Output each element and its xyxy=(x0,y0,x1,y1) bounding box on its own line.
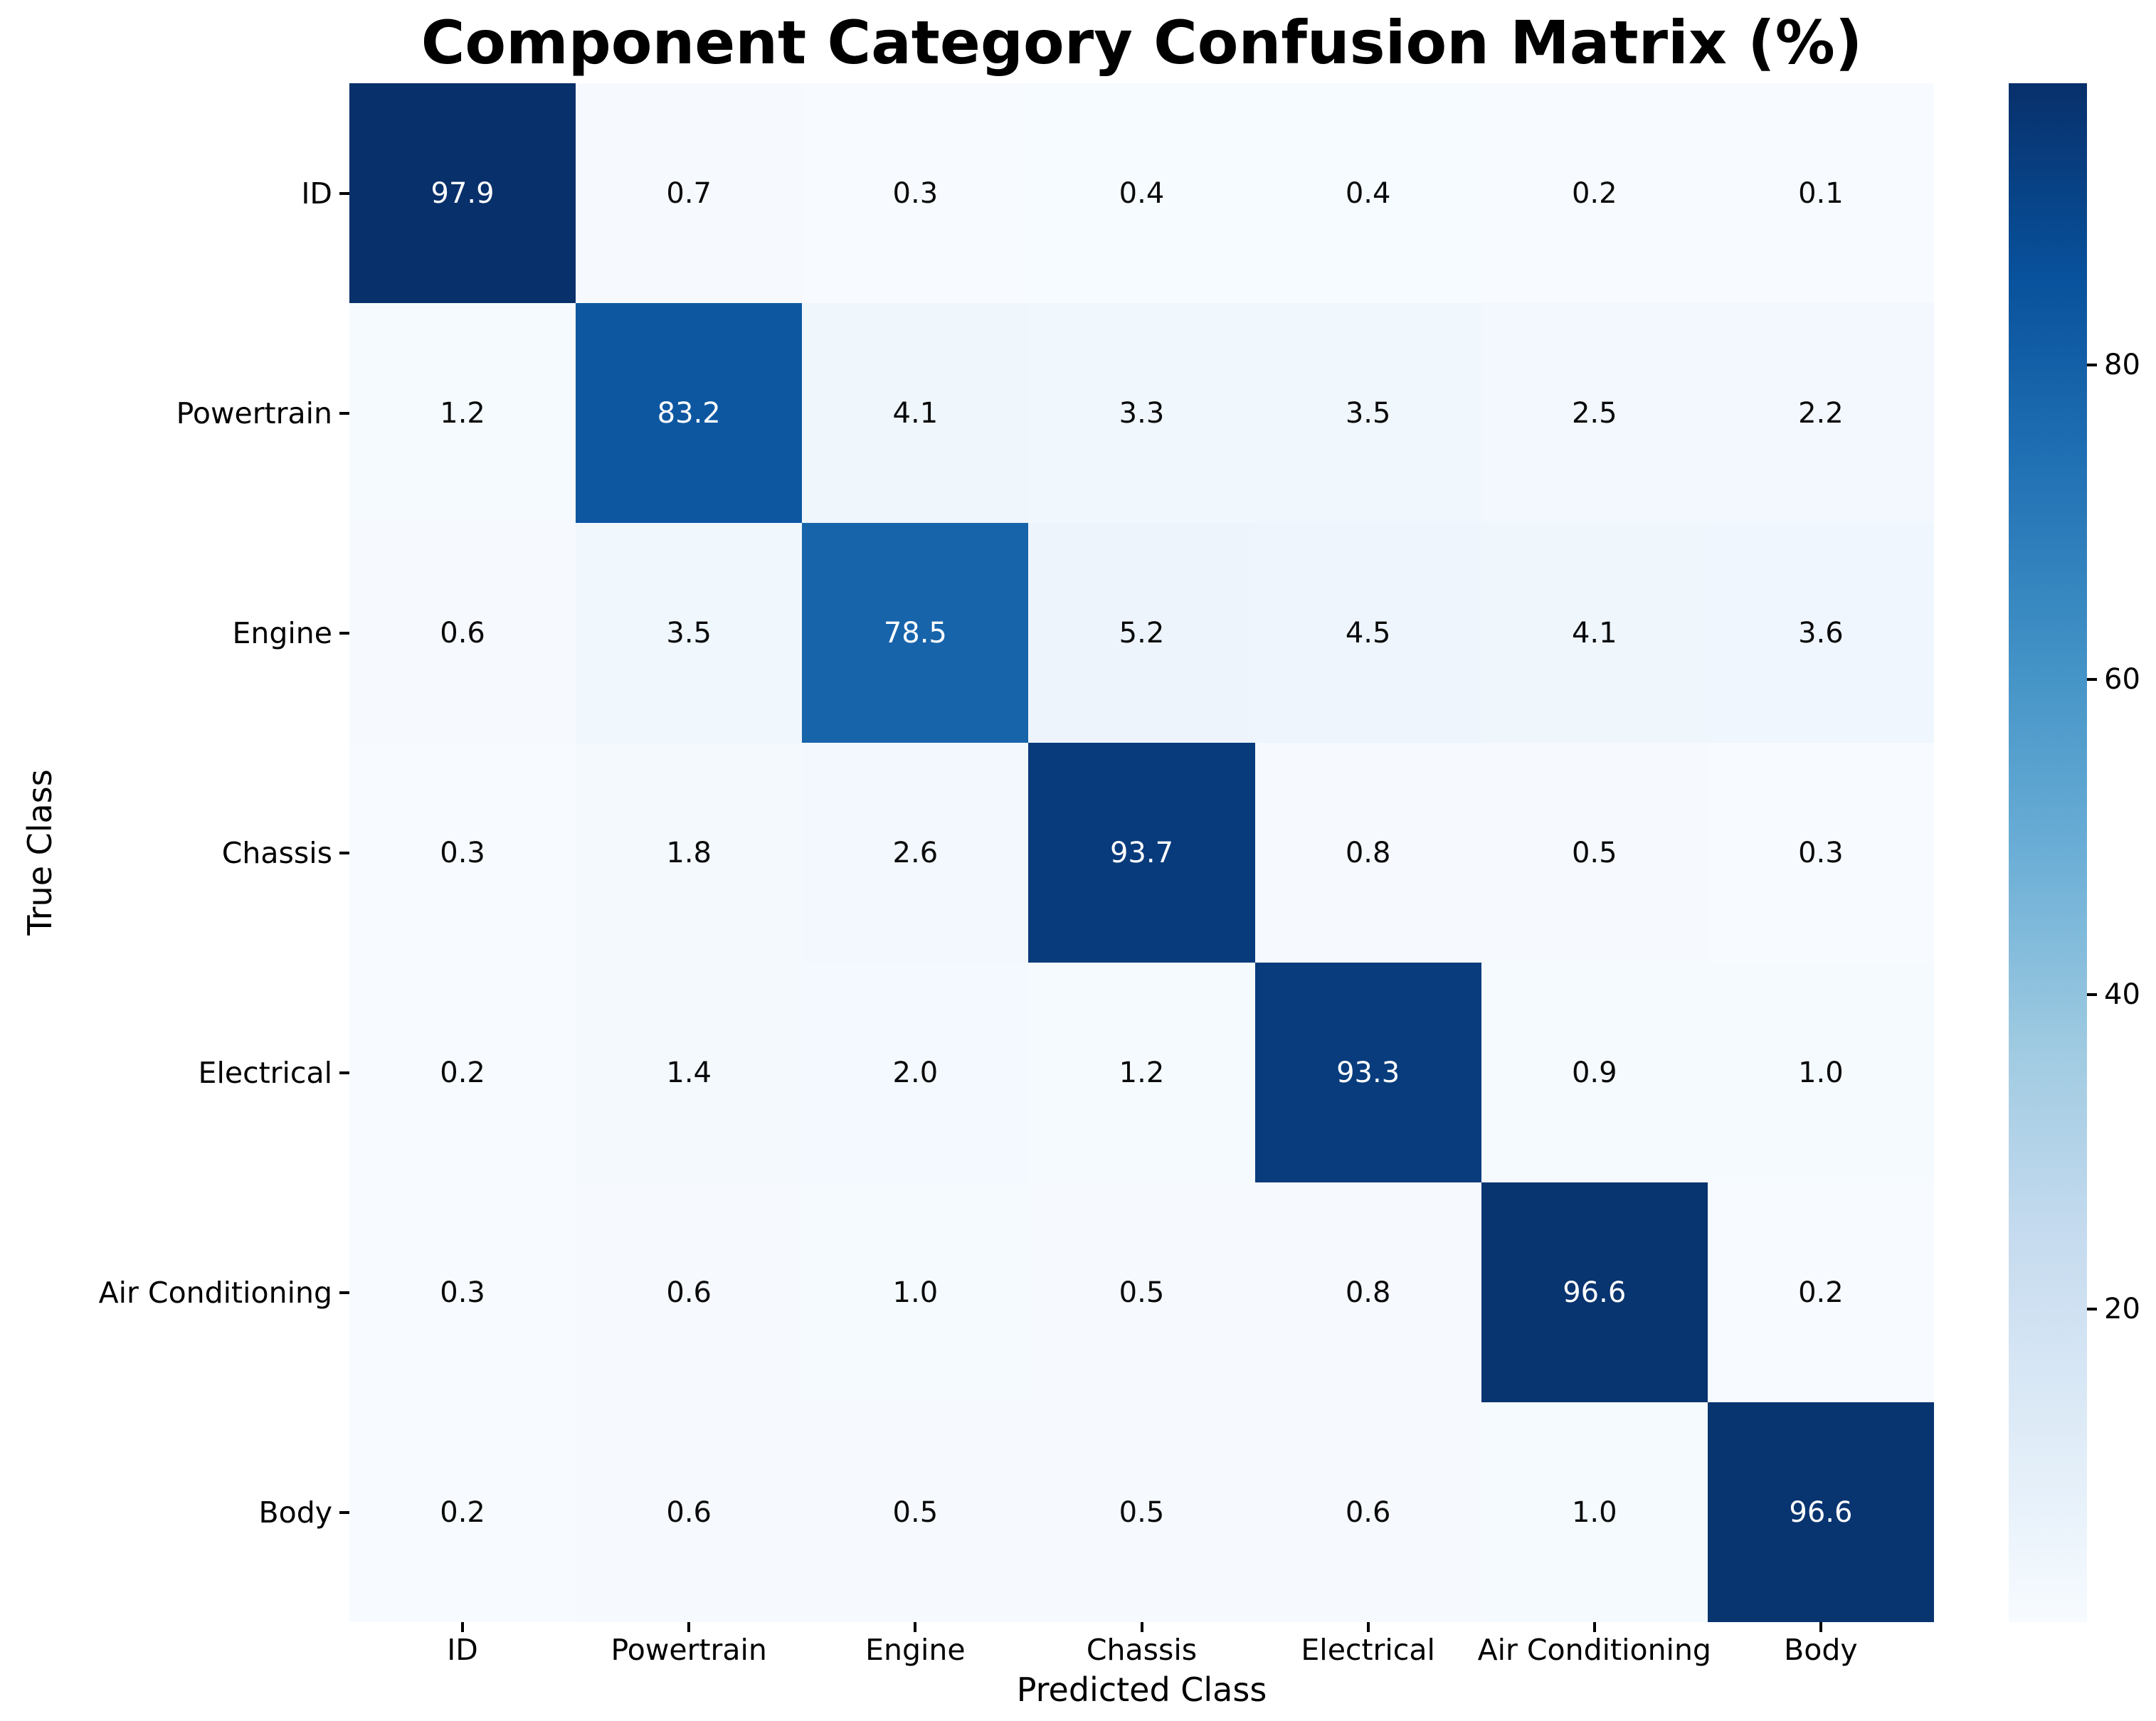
heatmap-cell: 0.4 xyxy=(1254,83,1481,303)
heatmap-cell: 1.4 xyxy=(576,963,803,1182)
heatmap-cell: 0.6 xyxy=(576,1402,803,1622)
heatmap-cell: 0.8 xyxy=(1254,1182,1481,1402)
heatmap-cell: 3.5 xyxy=(1254,303,1481,523)
x-tick-label: Engine xyxy=(865,1633,966,1667)
y-tick-label: Engine xyxy=(232,615,332,650)
heatmap-cell: 0.5 xyxy=(1028,1182,1255,1402)
heatmap-cell: 0.3 xyxy=(802,83,1029,303)
colorbar-tick-label: 20 xyxy=(2104,1292,2140,1325)
heatmap-cell: 0.2 xyxy=(1481,83,1708,303)
colorbar-tick-mark xyxy=(2087,678,2097,682)
colorbar-tick-label: 80 xyxy=(2104,348,2140,381)
colorbar xyxy=(2009,83,2087,1622)
y-tick-mark xyxy=(339,411,349,415)
y-tick-mark xyxy=(339,1071,349,1074)
y-tick-label: ID xyxy=(301,176,332,211)
x-tick-label: Electrical xyxy=(1301,1633,1435,1667)
heatmap-cell: 93.3 xyxy=(1254,963,1481,1182)
heatmap-cell: 0.2 xyxy=(1707,1182,1934,1402)
heatmap-cell: 0.6 xyxy=(349,523,576,743)
x-tick-label: ID xyxy=(447,1633,478,1667)
x-tick-mark xyxy=(914,1622,917,1632)
x-tick-label: Body xyxy=(1784,1633,1858,1667)
heatmap-cell: 97.9 xyxy=(349,83,576,303)
heatmap-cell: 0.5 xyxy=(802,1402,1029,1622)
heatmap-cell: 0.3 xyxy=(349,743,576,963)
heatmap-cell: 0.5 xyxy=(1028,1402,1255,1622)
x-tick-label: Chassis xyxy=(1086,1633,1198,1667)
x-tick-mark xyxy=(1140,1622,1143,1632)
x-tick-label: Air Conditioning xyxy=(1477,1633,1711,1667)
heatmap-cell: 96.6 xyxy=(1481,1182,1708,1402)
heatmap-cell: 3.3 xyxy=(1028,303,1255,523)
colorbar-tick-label: 60 xyxy=(2104,663,2140,697)
x-tick-mark xyxy=(1592,1622,1596,1632)
heatmap-cell: 2.2 xyxy=(1707,303,1934,523)
colorbar-tick-mark xyxy=(2087,363,2097,366)
heatmap-cell: 1.0 xyxy=(802,1182,1029,1402)
heatmap-cell: 0.5 xyxy=(1481,743,1708,963)
heatmap-cell: 2.6 xyxy=(802,743,1029,963)
heatmap-cell: 0.8 xyxy=(1254,743,1481,963)
heatmap-cell: 2.5 xyxy=(1481,303,1708,523)
heatmap-cell: 4.1 xyxy=(802,303,1029,523)
y-tick-mark xyxy=(339,191,349,195)
x-axis-label: Predicted Class xyxy=(1016,1670,1267,1709)
heatmap-cell: 0.1 xyxy=(1707,83,1934,303)
heatmap-cell: 96.6 xyxy=(1707,1402,1934,1622)
y-tick-label: Electrical xyxy=(198,1055,332,1090)
heatmap-cell: 0.4 xyxy=(1028,83,1255,303)
x-tick-mark xyxy=(461,1622,465,1632)
heatmap-cell: 3.6 xyxy=(1707,523,1934,743)
heatmap-cell: 0.3 xyxy=(1707,743,1934,963)
heatmap-cell: 1.2 xyxy=(1028,963,1255,1182)
heatmap-cell: 0.2 xyxy=(349,1402,576,1622)
heatmap-cell: 83.2 xyxy=(576,303,803,523)
heatmap-cell: 78.5 xyxy=(802,523,1029,743)
y-tick-mark xyxy=(339,631,349,635)
heatmap-cell: 0.2 xyxy=(349,963,576,1182)
chart-title: Component Category Confusion Matrix (%) xyxy=(421,8,1863,78)
heatmap-cell: 1.2 xyxy=(349,303,576,523)
y-tick-mark xyxy=(339,1291,349,1294)
y-tick-mark xyxy=(339,851,349,854)
y-tick-label: Air Conditioning xyxy=(98,1275,332,1310)
heatmap-cell: 3.5 xyxy=(576,523,803,743)
heatmap-cell: 1.0 xyxy=(1707,963,1934,1182)
heatmap-cell: 0.6 xyxy=(576,1182,803,1402)
heatmap-cell: 4.5 xyxy=(1254,523,1481,743)
colorbar-tick-mark xyxy=(2087,1307,2097,1310)
y-tick-mark xyxy=(339,1510,349,1514)
x-tick-mark xyxy=(1366,1622,1370,1632)
heatmap-cell: 1.8 xyxy=(576,743,803,963)
colorbar-tick-mark xyxy=(2087,992,2097,996)
y-tick-label: Powertrain xyxy=(176,396,332,430)
x-tick-label: Powertrain xyxy=(611,1633,767,1667)
heatmap-cell: 0.6 xyxy=(1254,1402,1481,1622)
heatmap-grid: 97.9 0.7 0.3 0.4 0.4 0.2 0.1 1.2 83.2 4.1 3.3 3.5 2.… xyxy=(349,83,1934,1622)
x-tick-mark xyxy=(687,1622,691,1632)
heatmap-cell: 1.0 xyxy=(1481,1402,1708,1622)
heatmap-cell: 0.3 xyxy=(349,1182,576,1402)
heatmap-cell: 4.1 xyxy=(1481,523,1708,743)
heatmap-cell: 93.7 xyxy=(1028,743,1255,963)
heatmap-cell: 2.0 xyxy=(802,963,1029,1182)
y-tick-label: Chassis xyxy=(221,835,332,870)
x-tick-mark xyxy=(1819,1622,1822,1632)
heatmap-cell: 0.7 xyxy=(576,83,803,303)
heatmap-cell: 0.9 xyxy=(1481,963,1708,1182)
heatmap-cell: 5.2 xyxy=(1028,523,1255,743)
colorbar-tick-label: 40 xyxy=(2104,978,2140,1011)
y-tick-label: Body xyxy=(258,1495,332,1530)
